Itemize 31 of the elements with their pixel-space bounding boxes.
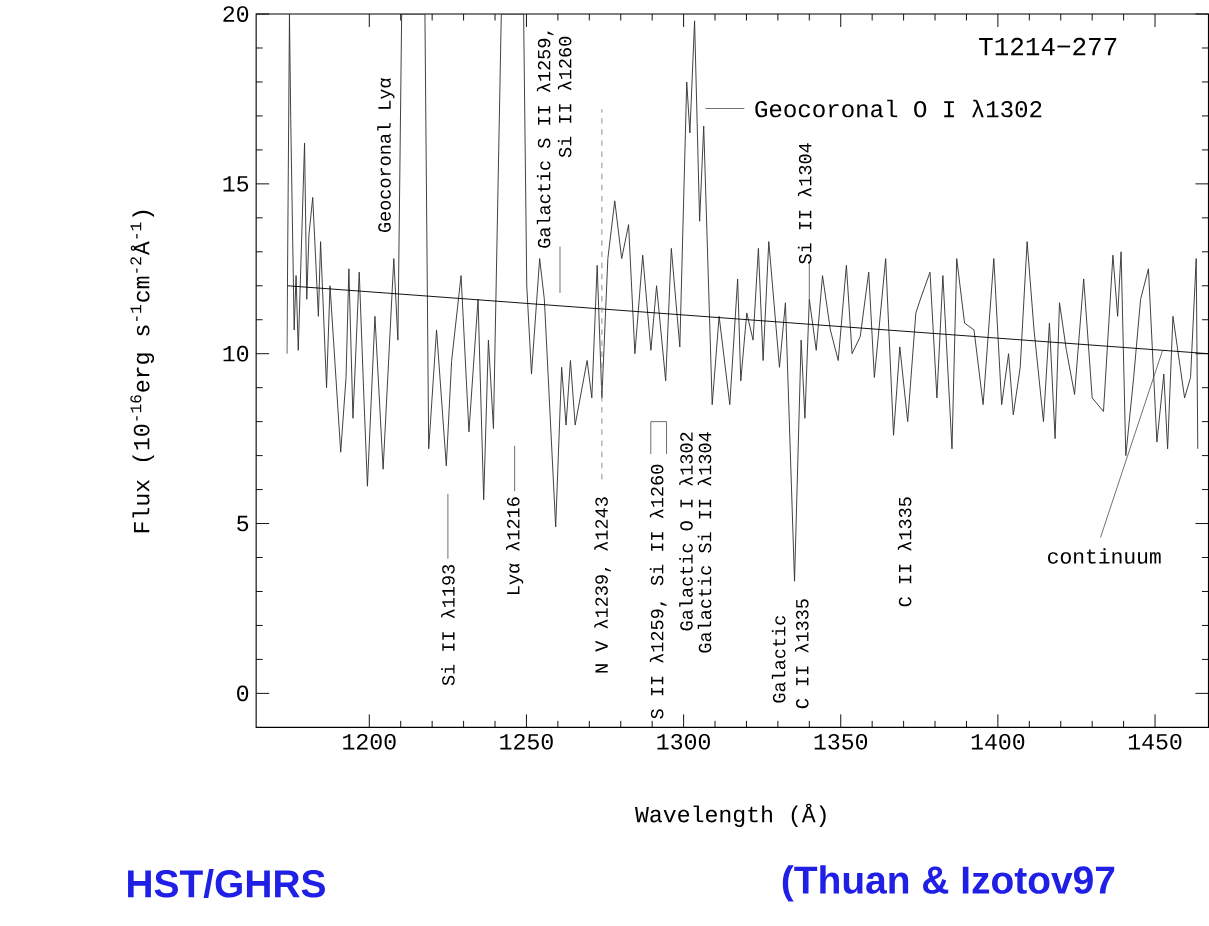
text: T1214−277 [979,37,1117,56]
annotation: Galactic Si II λ1304 [697,432,712,653]
x-tick-label: 1200 [343,733,396,750]
x-tick-label: 1400 [971,733,1025,750]
x-tick-label: 1450 [1128,733,1182,750]
annotation: Si II λ1260 [557,36,572,158]
annotation: Geocoronal O I λ1302 [755,99,1042,118]
annotation: C II λ1335 [897,497,912,607]
annotation: S II λ1259, Si II λ1260 [649,464,667,719]
text: HST/GHRS [128,868,325,898]
annotation: continuum [1048,548,1161,564]
text: (Thuan & Izotov97 [782,865,1115,902]
annotation: Si II λ1304 [797,143,812,264]
y-tick-label: 0 [237,685,249,702]
annotation: N V λ1239, λ1243 [594,497,611,673]
annotation: Galactic [771,616,786,703]
text: Flux (10$^{-16}$erg s$^{-1}$cm$^{-2}$Å$^{-1}$) [130,210,155,533]
x-tick-label: 1300 [657,733,710,750]
y-tick-label: 5 [237,515,249,532]
annotation: Galactic O I λ1302 [679,432,693,631]
annotation: Lyα λ1216 [505,497,524,595]
x-tick-label: 1350 [814,733,868,750]
annotation: Geocoronal Lyα [377,77,395,233]
annotation: C II λ1335 [794,599,809,709]
x-tick-label: 1250 [500,733,553,750]
y-tick-label: 10 [223,345,249,362]
y-tick-label: 20 [223,6,249,22]
x-axis-title: Wavelength (Å) [635,803,826,827]
y-tick-label: 15 [223,176,249,192]
annotation: Si II λ1193 [441,564,455,686]
annotation: Galactic S II λ1259, [536,31,554,248]
